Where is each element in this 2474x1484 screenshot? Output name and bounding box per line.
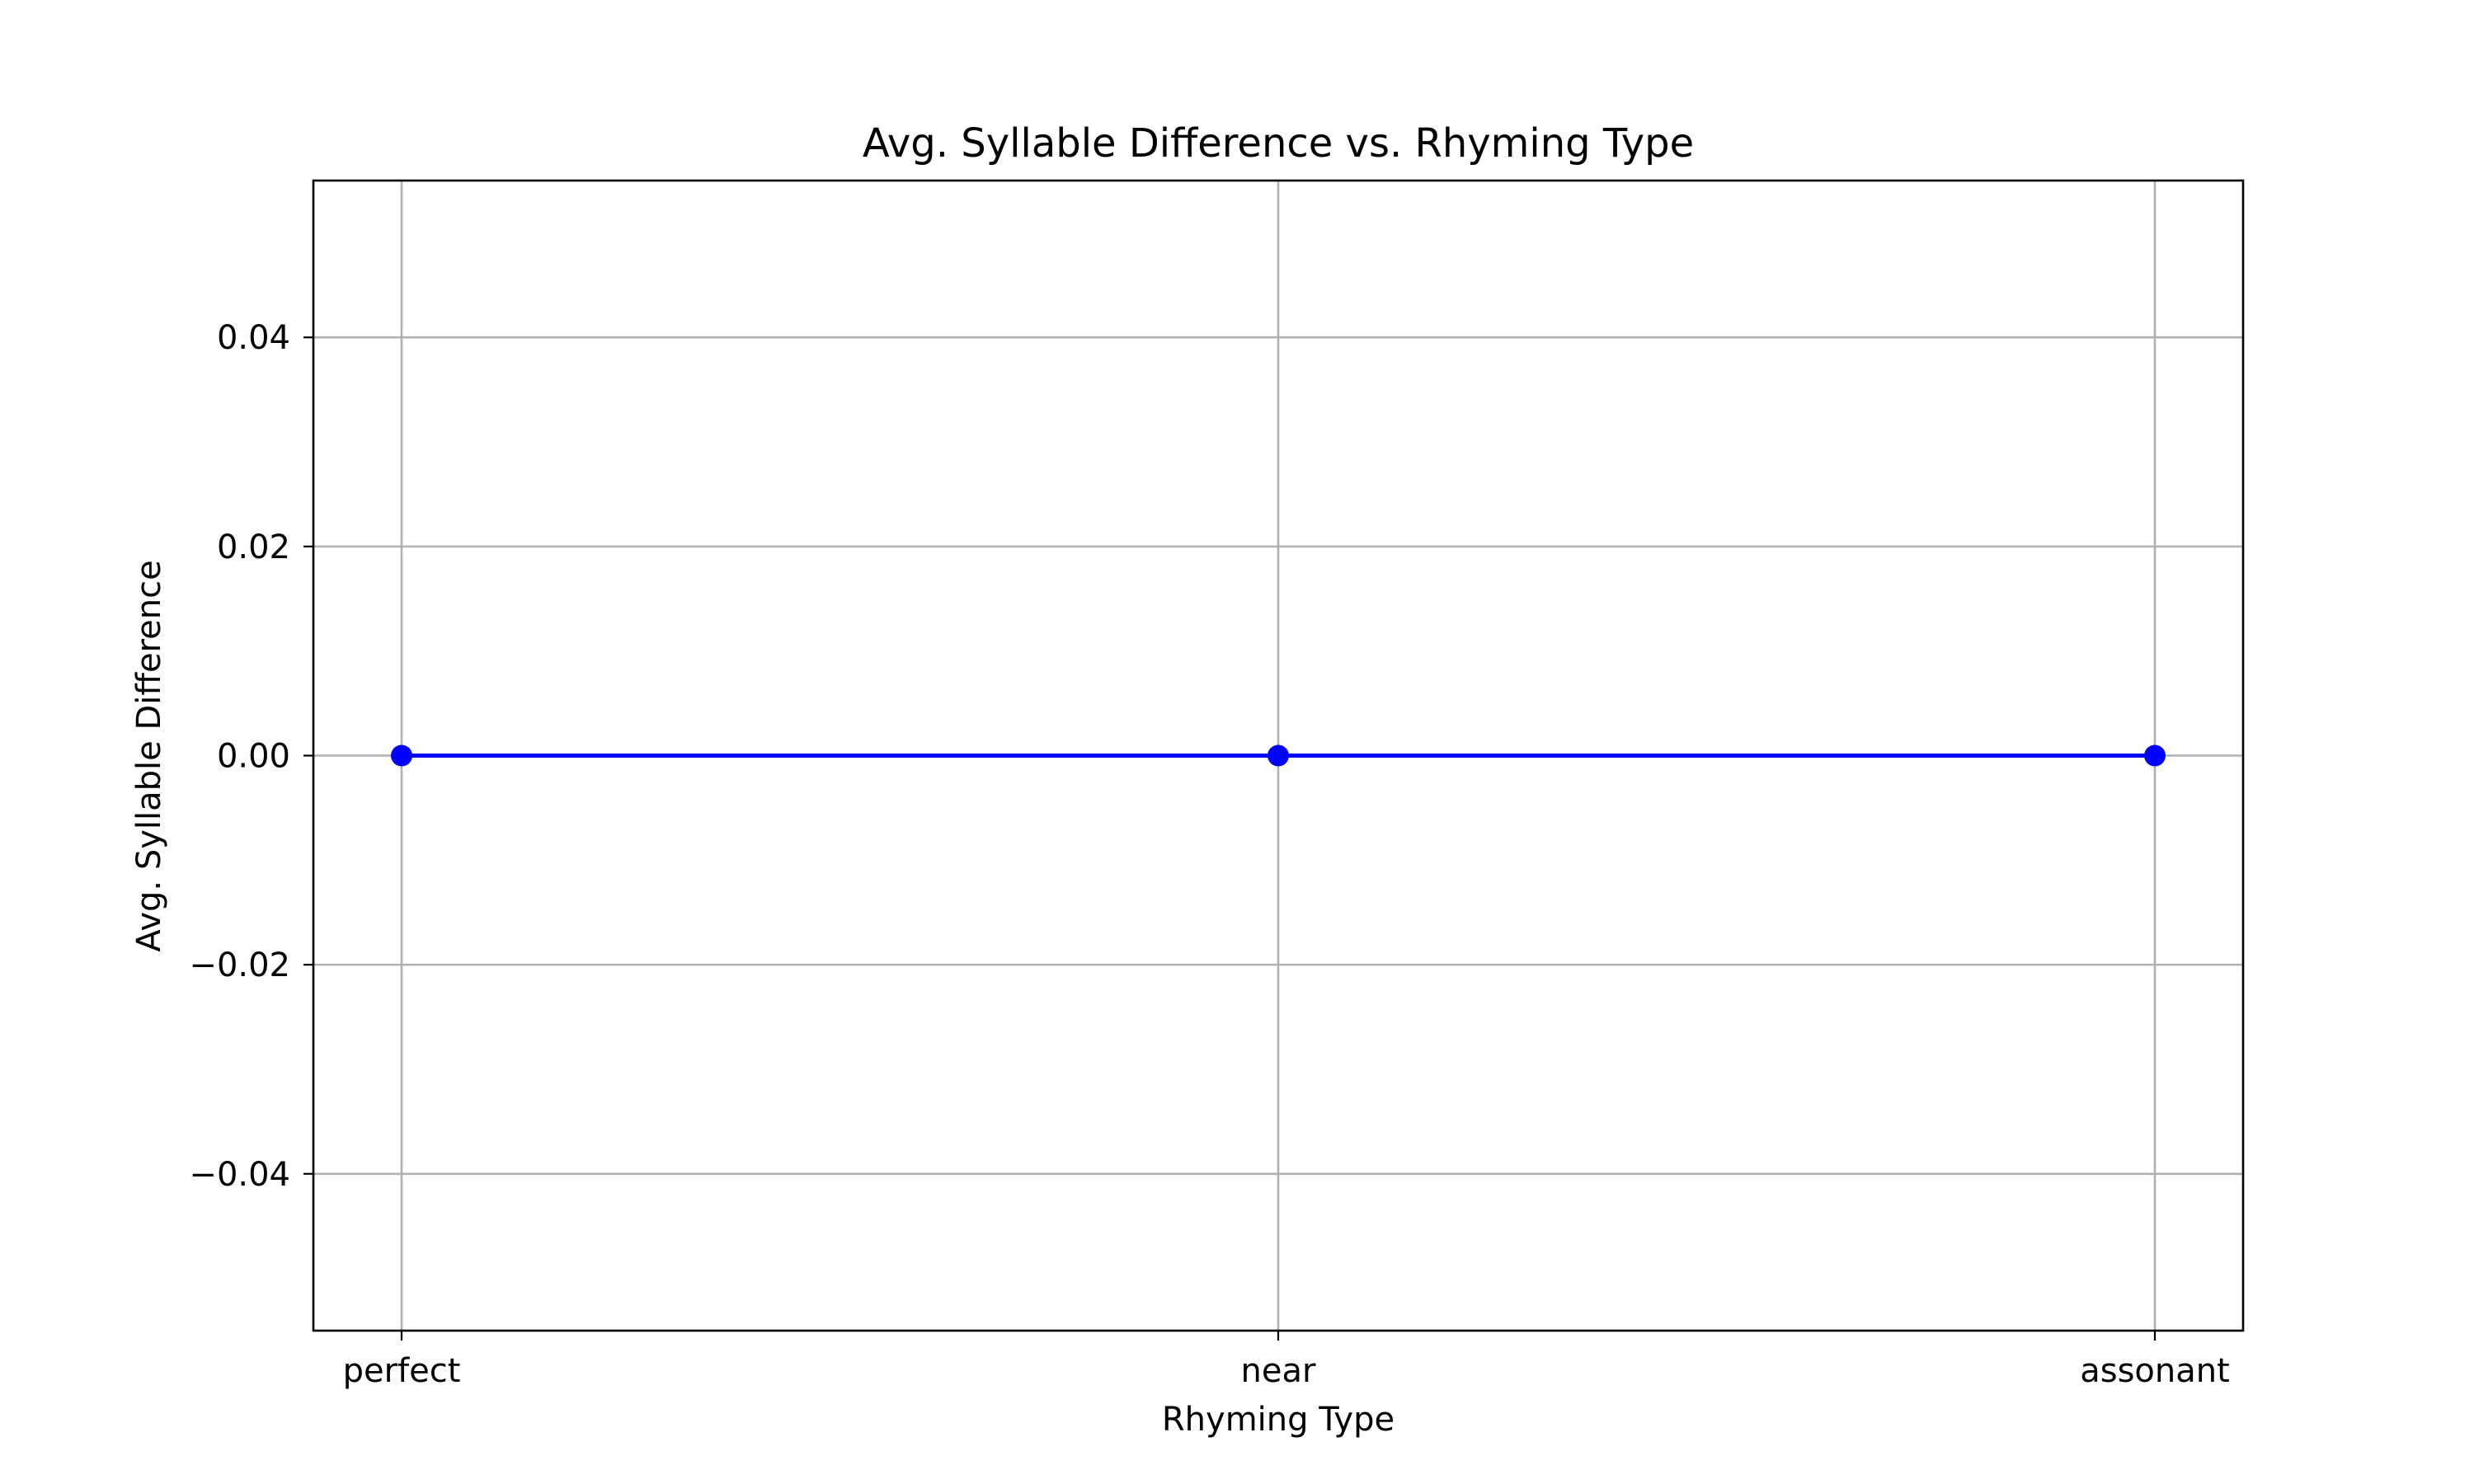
y-tick-label: 0.02 [217,528,290,566]
x-axis-label: Rhyming Type [1162,1401,1395,1439]
x-tick-label: near [1241,1352,1316,1390]
ticks: perfect near assonant −0.04 −0.02 0.00 0.02 0.0… [189,319,2229,1390]
series-layer [391,744,2166,767]
chart-title: Avg. Syllable Difference vs. Rhyming Typ… [863,120,1694,167]
x-tick-label: assonant [2080,1352,2230,1390]
y-tick-label: −0.02 [189,946,290,984]
x-tick-label: perfect [343,1352,461,1390]
data-point-near [1268,744,1289,767]
data-point-perfect [391,744,412,767]
y-axis-label: Avg. Syllable Difference [130,560,168,951]
y-tick-label: 0.00 [217,738,290,776]
y-tick-label: −0.04 [189,1156,290,1194]
y-tick-label: 0.04 [217,319,290,357]
data-point-assonant [2144,744,2166,767]
